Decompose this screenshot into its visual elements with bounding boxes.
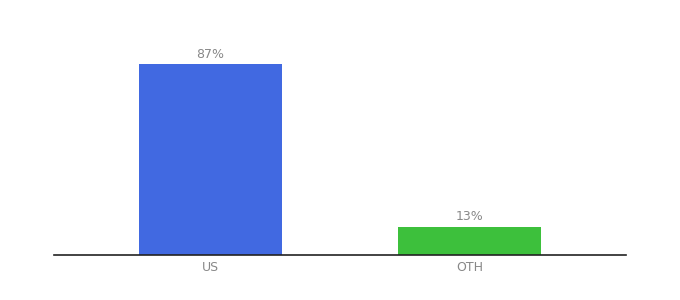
- Bar: [398, 226, 541, 255]
- Text: 87%: 87%: [197, 48, 224, 61]
- Text: 13%: 13%: [456, 210, 483, 223]
- Bar: [139, 64, 282, 255]
